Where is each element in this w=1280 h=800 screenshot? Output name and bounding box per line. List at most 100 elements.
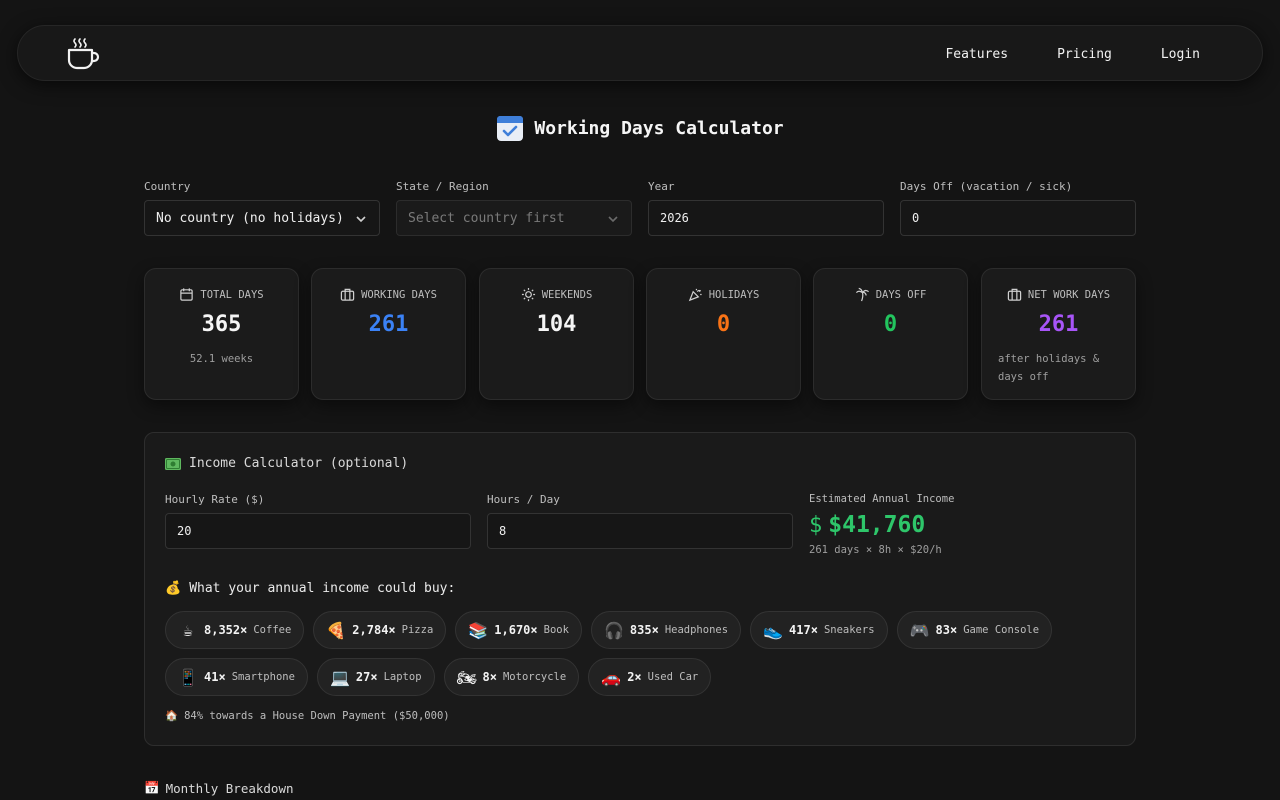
stat-value: 104 bbox=[536, 312, 577, 337]
calendar-icon bbox=[180, 288, 194, 301]
item-label: Motorcycle bbox=[502, 671, 567, 683]
chevron-down-icon bbox=[356, 216, 366, 223]
hourly-rate-input[interactable] bbox=[177, 524, 459, 538]
stat-card-days-off: DAYS OFF 0 bbox=[813, 268, 968, 400]
country-select-value: No country (no holidays) bbox=[156, 210, 344, 226]
hourly-rate-field: Hourly Rate ($) bbox=[165, 493, 471, 549]
item-count: 83× bbox=[935, 623, 958, 637]
calendar-check-icon bbox=[497, 116, 524, 141]
item-label: Sneakers bbox=[823, 624, 875, 636]
money-bag-icon: 💰 bbox=[165, 581, 182, 596]
page-title: Working Days Calculator bbox=[534, 117, 784, 139]
item-count: 8,352× bbox=[204, 623, 248, 637]
hourly-rate-label: Hourly Rate ($) bbox=[165, 493, 265, 506]
stat-label: WEEKENDS bbox=[541, 288, 593, 301]
buy-item-used-car: 🚗 2× Used Car bbox=[588, 658, 712, 696]
page-title-wrap: Working Days Calculator bbox=[0, 114, 1280, 142]
stat-label: WORKING DAYS bbox=[361, 288, 437, 301]
buy-title-text: What your annual income could buy: bbox=[189, 581, 456, 596]
game-controller-icon: 🎮 bbox=[909, 620, 930, 640]
year-field: Year bbox=[648, 180, 884, 236]
car-icon: 🚗 bbox=[601, 667, 622, 687]
hours-per-day-label: Hours / Day bbox=[487, 493, 560, 506]
nav-login-link[interactable]: Login bbox=[1160, 46, 1200, 62]
state-field: State / Region Select country first bbox=[396, 180, 632, 236]
coffee-icon: ☕ bbox=[183, 620, 193, 640]
year-input-box bbox=[648, 200, 884, 236]
headphones-icon: 🎧 bbox=[603, 620, 624, 640]
chevron-down-icon bbox=[608, 216, 618, 223]
stat-label: TOTAL DAYS bbox=[200, 288, 264, 301]
hours-per-day-field: Hours / Day bbox=[487, 493, 793, 549]
item-label: Headphones bbox=[664, 624, 729, 636]
buy-title: 💰 What your annual income could buy: bbox=[165, 581, 455, 596]
nav-links: Features Pricing Login bbox=[945, 26, 1200, 82]
stat-value: 0 bbox=[883, 312, 898, 337]
stat-value: 365 bbox=[201, 312, 242, 337]
item-count: 2,784× bbox=[352, 623, 396, 637]
stat-card-net-work-days: NET WORK DAYS 261 after holidays & days … bbox=[981, 268, 1136, 400]
estimated-income-label: Estimated Annual Income bbox=[809, 493, 955, 505]
stat-card-weekends: WEEKENDS 104 bbox=[479, 268, 634, 400]
money-icon bbox=[165, 457, 181, 470]
calendar-icon: 📅 bbox=[144, 780, 160, 795]
stat-label: HOLIDAYS bbox=[708, 288, 760, 301]
dollar-icon: $ bbox=[809, 512, 823, 538]
estimated-income: Estimated Annual Income $ $41,760 261 da… bbox=[809, 493, 954, 556]
item-count: 2× bbox=[627, 670, 642, 684]
buy-item-game-console: 🎮 83× Game Console bbox=[896, 611, 1053, 649]
navbar: Features Pricing Login bbox=[17, 25, 1263, 81]
smartphone-icon: 📱 bbox=[178, 667, 198, 687]
stat-label: NET WORK DAYS bbox=[1027, 288, 1111, 301]
buy-item-smartphone: 📱 41× Smartphone bbox=[165, 658, 308, 696]
income-title-text: Income Calculator (optional) bbox=[189, 456, 409, 471]
palm-tree-icon bbox=[855, 287, 869, 302]
estimated-income-formula: 261 days × 8h × $20/h bbox=[809, 544, 942, 556]
monthly-breakdown-heading: 📅 Monthly Breakdown bbox=[144, 780, 294, 796]
item-count: 8× bbox=[482, 670, 497, 684]
days-off-input-box bbox=[900, 200, 1136, 236]
state-select-placeholder: Select country first bbox=[408, 210, 565, 226]
state-select[interactable]: Select country first bbox=[396, 200, 632, 236]
house-down-payment: 🏠 84% towards a House Down Payment ($50,… bbox=[165, 709, 450, 723]
briefcase-icon bbox=[1007, 288, 1022, 301]
country-label: Country bbox=[144, 180, 191, 193]
item-label: Coffee bbox=[253, 624, 292, 636]
laptop-icon: 💻 bbox=[329, 667, 350, 687]
pizza-icon: 🍕 bbox=[326, 620, 347, 640]
sun-icon bbox=[521, 287, 535, 302]
monthly-breakdown-title: Monthly Breakdown bbox=[165, 780, 294, 796]
item-label: Laptop bbox=[383, 671, 422, 683]
hours-per-day-input-box bbox=[487, 513, 793, 549]
stat-label: DAYS OFF bbox=[875, 288, 927, 301]
motorcycle-icon: 🏍 bbox=[456, 667, 477, 687]
income-calculator-panel: Income Calculator (optional) Hourly Rate… bbox=[144, 432, 1136, 746]
stat-value: 261 bbox=[1038, 312, 1079, 337]
days-off-field: Days Off (vacation / sick) bbox=[900, 180, 1136, 236]
party-popper-icon bbox=[688, 288, 702, 302]
buy-items-list: ☕ 8,352× Coffee 🍕 2,784× Pizza 📚 1,670× Book 🎧… bbox=[165, 611, 1125, 696]
item-count: 41× bbox=[204, 670, 226, 684]
hourly-rate-input-box bbox=[165, 513, 471, 549]
buy-item-sneakers: 👟 417× Sneakers bbox=[750, 611, 888, 649]
buy-item-pizza: 🍕 2,784× Pizza bbox=[313, 611, 447, 649]
buy-item-coffee: ☕ 8,352× Coffee bbox=[165, 611, 305, 649]
country-select[interactable]: No country (no holidays) bbox=[144, 200, 380, 236]
stat-sub: 52.1 weeks bbox=[189, 353, 254, 365]
item-label: Smartphone bbox=[231, 671, 295, 683]
income-title: Income Calculator (optional) bbox=[165, 456, 408, 471]
nav-pricing-link[interactable]: Pricing bbox=[1057, 46, 1112, 62]
buy-item-book: 📚 1,670× Book bbox=[455, 611, 582, 649]
item-label: Book bbox=[543, 624, 569, 636]
stat-value: 0 bbox=[716, 312, 731, 337]
books-icon: 📚 bbox=[468, 620, 489, 640]
buy-item-laptop: 💻 27× Laptop bbox=[316, 658, 435, 696]
year-input[interactable] bbox=[660, 211, 872, 225]
coffee-cup-icon[interactable] bbox=[66, 36, 102, 72]
days-off-input[interactable] bbox=[912, 211, 1124, 225]
stat-card-working-days: WORKING DAYS 261 bbox=[311, 268, 466, 400]
country-field: Country No country (no holidays) bbox=[144, 180, 380, 236]
hours-per-day-input[interactable] bbox=[499, 524, 781, 538]
house-down-payment-text: 84% towards a House Down Payment ($50,00… bbox=[184, 709, 450, 722]
nav-features-link[interactable]: Features bbox=[945, 46, 1009, 62]
